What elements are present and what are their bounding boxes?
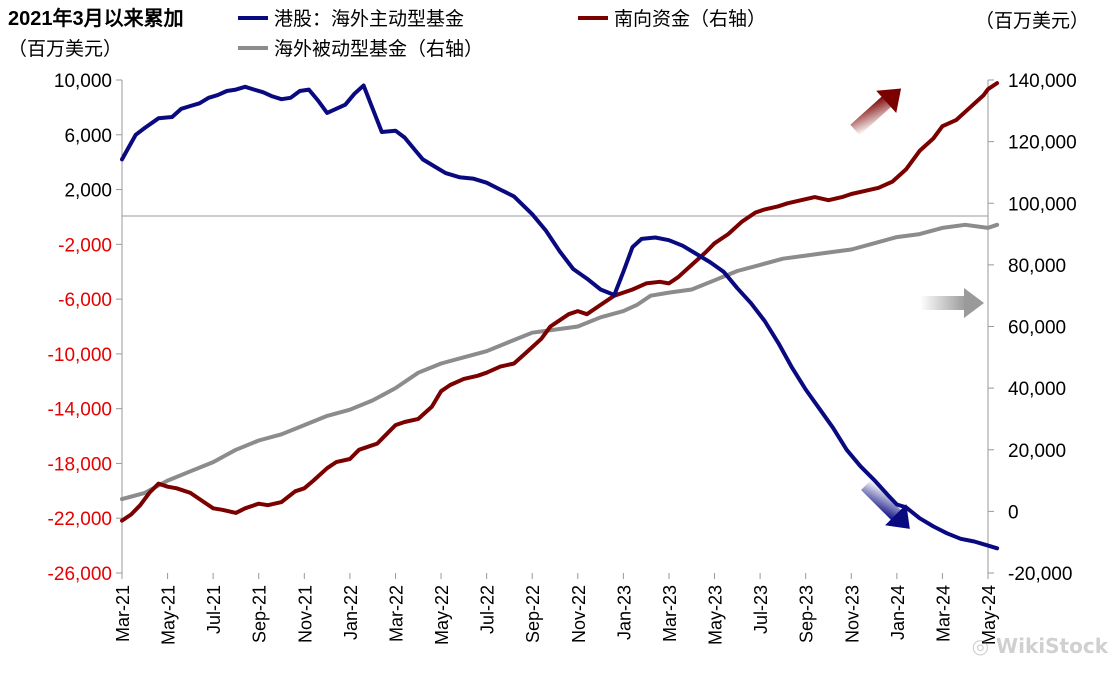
x-tick-label: Jan-24 [888, 585, 908, 640]
right-tick-label: 100,000 [1008, 194, 1077, 215]
legend-label-southbound: 南向资金（右轴） [614, 8, 766, 30]
x-tick-label: May-24 [979, 585, 999, 645]
x-tick-label: May-21 [159, 585, 179, 645]
x-tick-label: Sep-21 [250, 585, 270, 643]
x-tick-label: Mar-23 [660, 585, 680, 642]
right-axis-unit: （百万美元） [975, 10, 1089, 32]
right-tick-label: 0 [1008, 502, 1019, 523]
x-tick-label: Sep-23 [797, 585, 817, 643]
series-line-southbound [120, 81, 1000, 523]
x-tick-label: Nov-21 [295, 585, 315, 643]
right-axis-ticks: 140,000 120,000 100,000 80,000 60,000 40,000 2… [988, 71, 1077, 585]
left-tick-label: -2,000 [58, 235, 112, 256]
trend-arrow-right-icon [920, 288, 984, 318]
watermark-icon: ◎ WikiStock [971, 634, 1108, 658]
right-tick-label: 60,000 [1008, 318, 1066, 339]
right-tick-label: 20,000 [1008, 441, 1066, 462]
x-tick-label: Jul-23 [751, 585, 771, 634]
legend-label-passive: 海外被动型基金（右轴） [274, 38, 483, 60]
trend-arrow-down-icon [861, 480, 910, 529]
right-tick-label: 80,000 [1008, 256, 1066, 277]
left-tick-label: -6,000 [58, 290, 112, 311]
x-tick-label: Mar-22 [386, 585, 406, 642]
x-tick-label: Jul-22 [478, 585, 498, 634]
x-tick-label: Nov-23 [842, 585, 862, 643]
x-tick-label: Nov-22 [569, 585, 589, 643]
left-tick-label: -22,000 [48, 509, 112, 530]
right-tick-label: -20,000 [1008, 564, 1072, 585]
left-tick-label: 6,000 [64, 126, 112, 147]
left-tick-label: -18,000 [48, 454, 112, 475]
series-lines [120, 81, 1000, 551]
x-tick-label: Mar-24 [933, 585, 953, 642]
right-tick-label: 120,000 [1008, 133, 1077, 154]
x-tick-label: May-22 [432, 585, 452, 645]
right-tick-label: 140,000 [1008, 71, 1077, 92]
right-tick-label: 40,000 [1008, 379, 1066, 400]
x-tick-label: Sep-22 [523, 585, 543, 643]
x-tick-label: May-23 [706, 585, 726, 645]
chart-title: 2021年3月以来累加 [8, 6, 184, 30]
left-tick-label: -10,000 [48, 345, 112, 366]
x-tick-label: Jan-23 [614, 585, 634, 640]
trend-arrow-up-icon [850, 88, 902, 136]
x-tick-label: Jan-22 [341, 585, 361, 640]
legend-label-active: 港股：海外主动型基金 [274, 8, 464, 30]
series-line-passive-funds [120, 222, 1000, 502]
left-tick-label: -26,000 [48, 564, 112, 585]
left-axis-unit: （百万美元） [8, 38, 122, 60]
x-axis-ticks: Mar-21 May-21 Jul-21 Sep-21 Nov-21 Jan-22 Mar-… [113, 573, 999, 645]
series-line-active-funds [120, 83, 1000, 551]
left-tick-label: 10,000 [54, 71, 112, 92]
left-tick-label: 2,000 [64, 181, 112, 202]
x-tick-label: Jul-21 [204, 585, 224, 634]
left-axis-ticks: 10,000 6,000 2,000 -2,000 -6,000 -10,000 -14,0… [48, 71, 122, 585]
x-tick-label: Mar-21 [113, 585, 133, 642]
left-tick-label: -14,000 [48, 400, 112, 421]
